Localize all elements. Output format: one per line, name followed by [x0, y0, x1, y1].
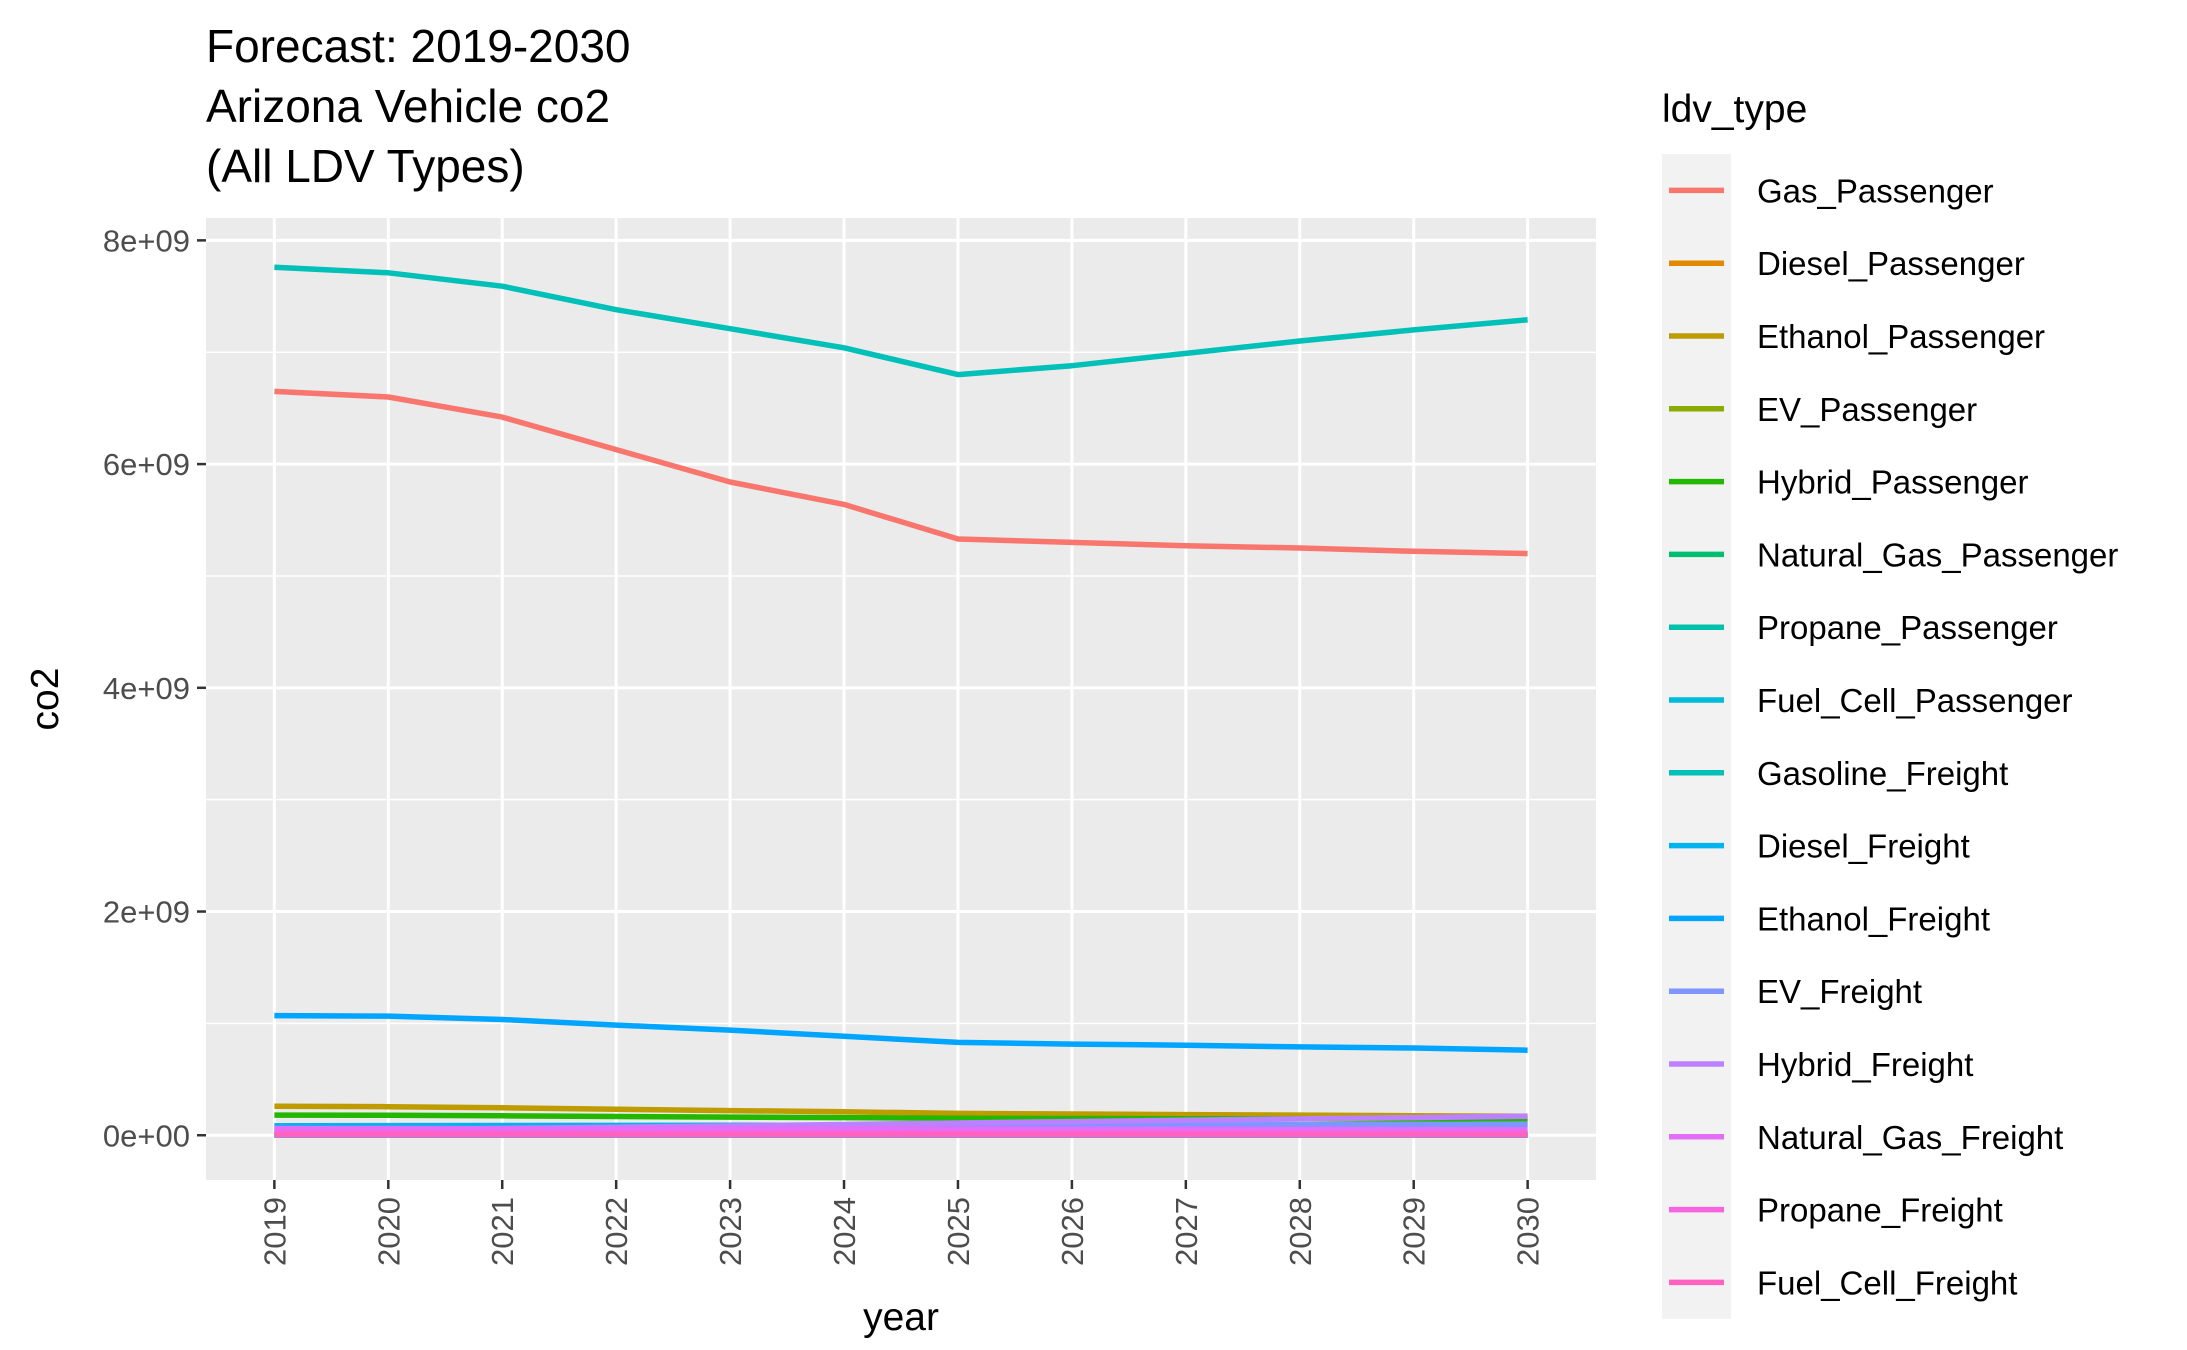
legend-label: Natural_Gas_Passenger [1757, 536, 2118, 573]
legend-label: Gas_Passenger [1757, 172, 1994, 209]
y-tick-label: 6e+09 [103, 447, 190, 482]
x-tick-label: 2027 [1169, 1197, 1204, 1266]
x-tick-label: 2024 [827, 1197, 862, 1266]
x-tick-label: 2025 [941, 1197, 976, 1266]
x-tick-label: 2026 [1055, 1197, 1090, 1266]
series-lines [274, 264, 1528, 1138]
x-tick-label: 2029 [1397, 1197, 1432, 1266]
x-axis-title: year [863, 1296, 939, 1339]
title-line-3: (All LDV Types) [206, 140, 525, 192]
legend-items: Gas_Passenger Diesel_Passenger Ethanol_Pas… [1662, 154, 2118, 1319]
y-tick-label: 4e+09 [103, 671, 190, 706]
y-tick-label: 2e+09 [103, 895, 190, 930]
y-tick-label: 8e+09 [103, 223, 190, 258]
legend-label: Hybrid_Passenger [1757, 464, 2028, 501]
x-axis: 2019 2020 2021 2022 2023 2024 2025 2026 2027 2028… [257, 1180, 1546, 1266]
series-line-ethanol-freight [274, 1012, 1528, 1053]
legend-label: EV_Freight [1757, 973, 1922, 1010]
series-line-ethanol-passenger [274, 1103, 1528, 1119]
y-axis-title: co2 [24, 668, 67, 731]
y-axis: 0e+00 2e+09 4e+09 6e+09 8e+09 [103, 223, 206, 1153]
x-tick-label: 2023 [713, 1197, 748, 1266]
legend-key-background [1662, 154, 1731, 1319]
legend-label: Propane_Passenger [1757, 609, 2058, 646]
legend-label: Ethanol_Freight [1757, 900, 1990, 937]
minor-gridlines [206, 351, 1596, 1025]
legend-label: Diesel_Passenger [1757, 245, 2025, 282]
legend-label: Diesel_Freight [1757, 828, 1970, 865]
legend-label: Gasoline_Freight [1757, 755, 2008, 792]
chart-title: Forecast: 2019-2030 Arizona Vehicle co2 … [206, 20, 631, 192]
major-gridlines [206, 218, 1596, 1180]
legend-title: ldv_type [1662, 88, 1807, 131]
x-tick-label: 2022 [599, 1197, 634, 1266]
legend-label: Propane_Freight [1757, 1192, 2003, 1229]
legend-label: Fuel_Cell_Freight [1757, 1264, 2017, 1301]
series-line-gasoline-freight [274, 264, 1528, 378]
series-line-gas-passenger [274, 388, 1528, 557]
legend-label: EV_Passenger [1757, 391, 1977, 428]
legend-label: Ethanol_Passenger [1757, 318, 2045, 355]
y-tick-label: 0e+00 [103, 1118, 190, 1153]
legend: ldv_type Gas_Passenger Diesel_Passenger Et… [1662, 88, 2118, 1319]
series-line-natural-gas-freight [274, 1125, 1528, 1133]
x-tick-label: 2030 [1511, 1197, 1546, 1266]
x-tick-label: 2028 [1283, 1197, 1318, 1266]
legend-label: Fuel_Cell_Passenger [1757, 682, 2073, 719]
title-line-2: Arizona Vehicle co2 [206, 80, 610, 132]
legend-label: Natural_Gas_Freight [1757, 1119, 2063, 1156]
x-tick-label: 2020 [371, 1197, 406, 1266]
x-tick-label: 2021 [485, 1197, 520, 1266]
x-tick-label: 2019 [257, 1197, 292, 1266]
legend-label: Hybrid_Freight [1757, 1046, 1973, 1083]
title-line-1: Forecast: 2019-2030 [206, 20, 631, 72]
